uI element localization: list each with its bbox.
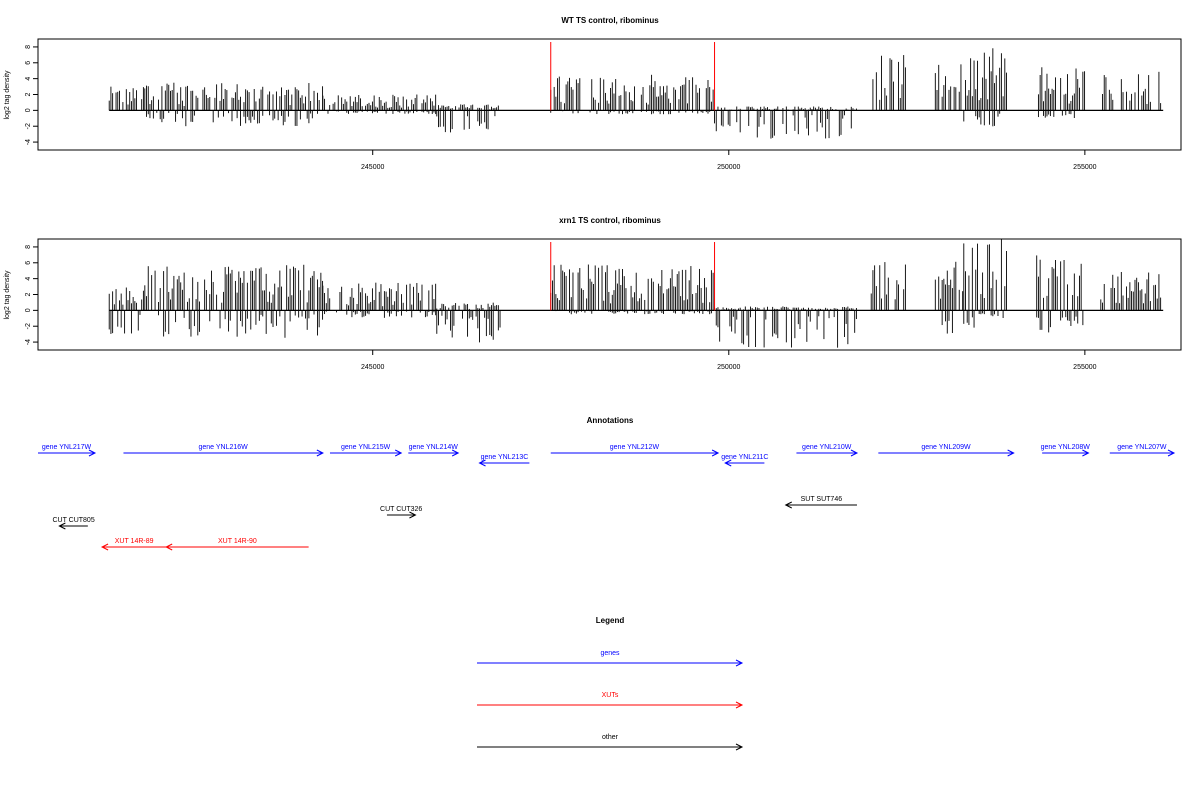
legend-item-XUTs: XUTs xyxy=(477,692,744,709)
xrn1-y-axis-label: log2 tag density xyxy=(4,270,11,320)
y-tick-label: 6 xyxy=(25,61,32,65)
legend-label: XUTs xyxy=(602,692,619,699)
x-tick-label: 250000 xyxy=(717,364,740,371)
other-feature-1-arrowhead xyxy=(409,511,417,519)
gene-feature-10: gene YNL207W xyxy=(1109,444,1176,457)
xrn1-coverage-panel: xrn1 TS control, ribominus log2 tag dens… xyxy=(4,216,1182,371)
gene-feature-0: gene YNL217W xyxy=(38,444,97,457)
other-feature-0-label: SUT SUT746 xyxy=(801,496,843,503)
legend-item-genes: genes xyxy=(477,650,744,667)
annotations-panel: Annotations gene YNL217W gene YNL216W gene… xyxy=(38,416,1176,551)
legend-panel: Legend genes XUTs other xyxy=(477,616,744,751)
xut-feature-0-arrowhead xyxy=(100,543,109,551)
gene-feature-6: gene YNL211C xyxy=(721,454,768,467)
xut-feature-1-label: XUT 14R-90 xyxy=(218,538,257,545)
other-feature-2: CUT CUT805 xyxy=(52,517,95,530)
gene-feature-1: gene YNL216W xyxy=(123,444,324,457)
y-tick-label: 4 xyxy=(25,77,32,81)
wt-coverage-panel: WT TS control, ribominus log2 tag densit… xyxy=(4,16,1182,171)
xrn1-x-axis: 245000 250000 255000 xyxy=(361,350,1097,371)
gene-feature-9-label: gene YNL208W xyxy=(1041,444,1091,451)
wt-x-axis: 245000 250000 255000 xyxy=(361,150,1097,171)
wt-panel-title: WT TS control, ribominus xyxy=(561,16,659,25)
x-tick-label: 245000 xyxy=(361,164,384,171)
xrn1-coverage-bars xyxy=(108,239,1164,348)
feature-layer: gene YNL217W gene YNL216W gene YNL215W gene… xyxy=(38,444,1176,551)
y-tick-label: 4 xyxy=(25,277,32,281)
y-tick-label: -2 xyxy=(25,323,32,329)
gene-feature-7: gene YNL210W xyxy=(796,444,859,457)
gene-feature-2-arrowhead xyxy=(394,449,403,457)
y-tick-label: 2 xyxy=(25,92,32,96)
wt-y-axis: -4 -2 0 2 4 6 8 xyxy=(25,45,38,145)
gene-feature-8-arrowhead xyxy=(1007,449,1015,457)
xrn1-y-axis: -4 -2 0 2 4 6 8 xyxy=(25,245,38,345)
gene-feature-0-label: gene YNL217W xyxy=(42,444,92,451)
wt-y-axis-label: log2 tag density xyxy=(4,70,11,120)
gene-feature-9: gene YNL208W xyxy=(1041,444,1091,457)
y-tick-label: 0 xyxy=(25,308,32,312)
legend-label: genes xyxy=(600,650,620,657)
wt-coverage-bars xyxy=(108,42,1164,139)
y-tick-label: 2 xyxy=(25,292,32,296)
legend-arrowhead xyxy=(735,701,744,709)
x-tick-label: 255000 xyxy=(1073,164,1096,171)
gene-feature-5-arrowhead xyxy=(711,449,720,457)
other-feature-2-label: CUT CUT805 xyxy=(52,517,94,524)
gene-feature-10-label: gene YNL207W xyxy=(1117,444,1167,451)
x-tick-label: 255000 xyxy=(1073,364,1096,371)
gene-feature-8-label: gene YNL209W xyxy=(921,444,971,451)
legend-items: genes XUTs other xyxy=(477,650,744,751)
xut-feature-0-label: XUT 14R-89 xyxy=(115,538,154,545)
gene-feature-9-arrowhead xyxy=(1082,449,1090,457)
gene-feature-3-label: gene YNL214W xyxy=(409,444,459,451)
legend-item-other: other xyxy=(477,734,744,751)
other-feature-1: CUT CUT326 xyxy=(380,506,422,519)
other-feature-2-arrowhead xyxy=(58,522,66,530)
gene-feature-6-label: gene YNL211C xyxy=(721,454,768,461)
legend-arrowhead xyxy=(735,659,744,667)
gene-feature-10-arrowhead xyxy=(1167,449,1176,457)
gene-feature-3-arrowhead xyxy=(451,449,460,457)
xut-feature-1: XUT 14R-90 xyxy=(165,538,309,551)
y-tick-label: -4 xyxy=(25,139,32,145)
wt-plot-frame xyxy=(37,38,1182,151)
y-tick-label: 8 xyxy=(25,45,32,49)
legend-label: other xyxy=(602,734,619,741)
xut-feature-0: XUT 14R-89 xyxy=(100,538,167,551)
xut-feature-1-arrowhead xyxy=(165,543,173,551)
gene-feature-3: gene YNL214W xyxy=(408,444,460,457)
other-feature-1-label: CUT CUT326 xyxy=(380,506,422,513)
annotations-title: Annotations xyxy=(587,416,634,425)
gene-feature-7-label: gene YNL210W xyxy=(802,444,852,451)
gene-feature-5: gene YNL212W xyxy=(550,444,720,457)
legend-title: Legend xyxy=(596,616,625,625)
y-tick-label: 8 xyxy=(25,245,32,249)
gene-feature-8: gene YNL209W xyxy=(878,444,1015,457)
other-feature-0-arrowhead xyxy=(784,501,792,509)
y-tick-label: 0 xyxy=(25,108,32,112)
xrn1-panel-title: xrn1 TS control, ribominus xyxy=(559,216,661,225)
gene-feature-1-label: gene YNL216W xyxy=(199,444,249,451)
gene-feature-6-arrowhead xyxy=(724,459,732,467)
y-tick-label: 6 xyxy=(25,261,32,265)
gene-feature-4: gene YNL213C xyxy=(478,454,530,467)
gene-feature-4-label: gene YNL213C xyxy=(481,454,529,461)
other-feature-0: SUT SUT746 xyxy=(784,496,857,509)
gene-feature-2: gene YNL215W xyxy=(329,444,403,457)
legend-arrowhead xyxy=(735,743,744,751)
x-tick-label: 245000 xyxy=(361,364,384,371)
y-tick-label: -2 xyxy=(25,123,32,129)
gene-feature-5-label: gene YNL212W xyxy=(610,444,660,451)
gene-feature-2-label: gene YNL215W xyxy=(341,444,391,451)
gene-feature-7-arrowhead xyxy=(850,449,859,457)
x-tick-label: 250000 xyxy=(717,164,740,171)
gene-feature-1-arrowhead xyxy=(316,449,324,457)
gene-feature-4-arrowhead xyxy=(478,459,486,467)
gene-feature-0-arrowhead xyxy=(88,449,97,457)
y-tick-label: -4 xyxy=(25,339,32,345)
